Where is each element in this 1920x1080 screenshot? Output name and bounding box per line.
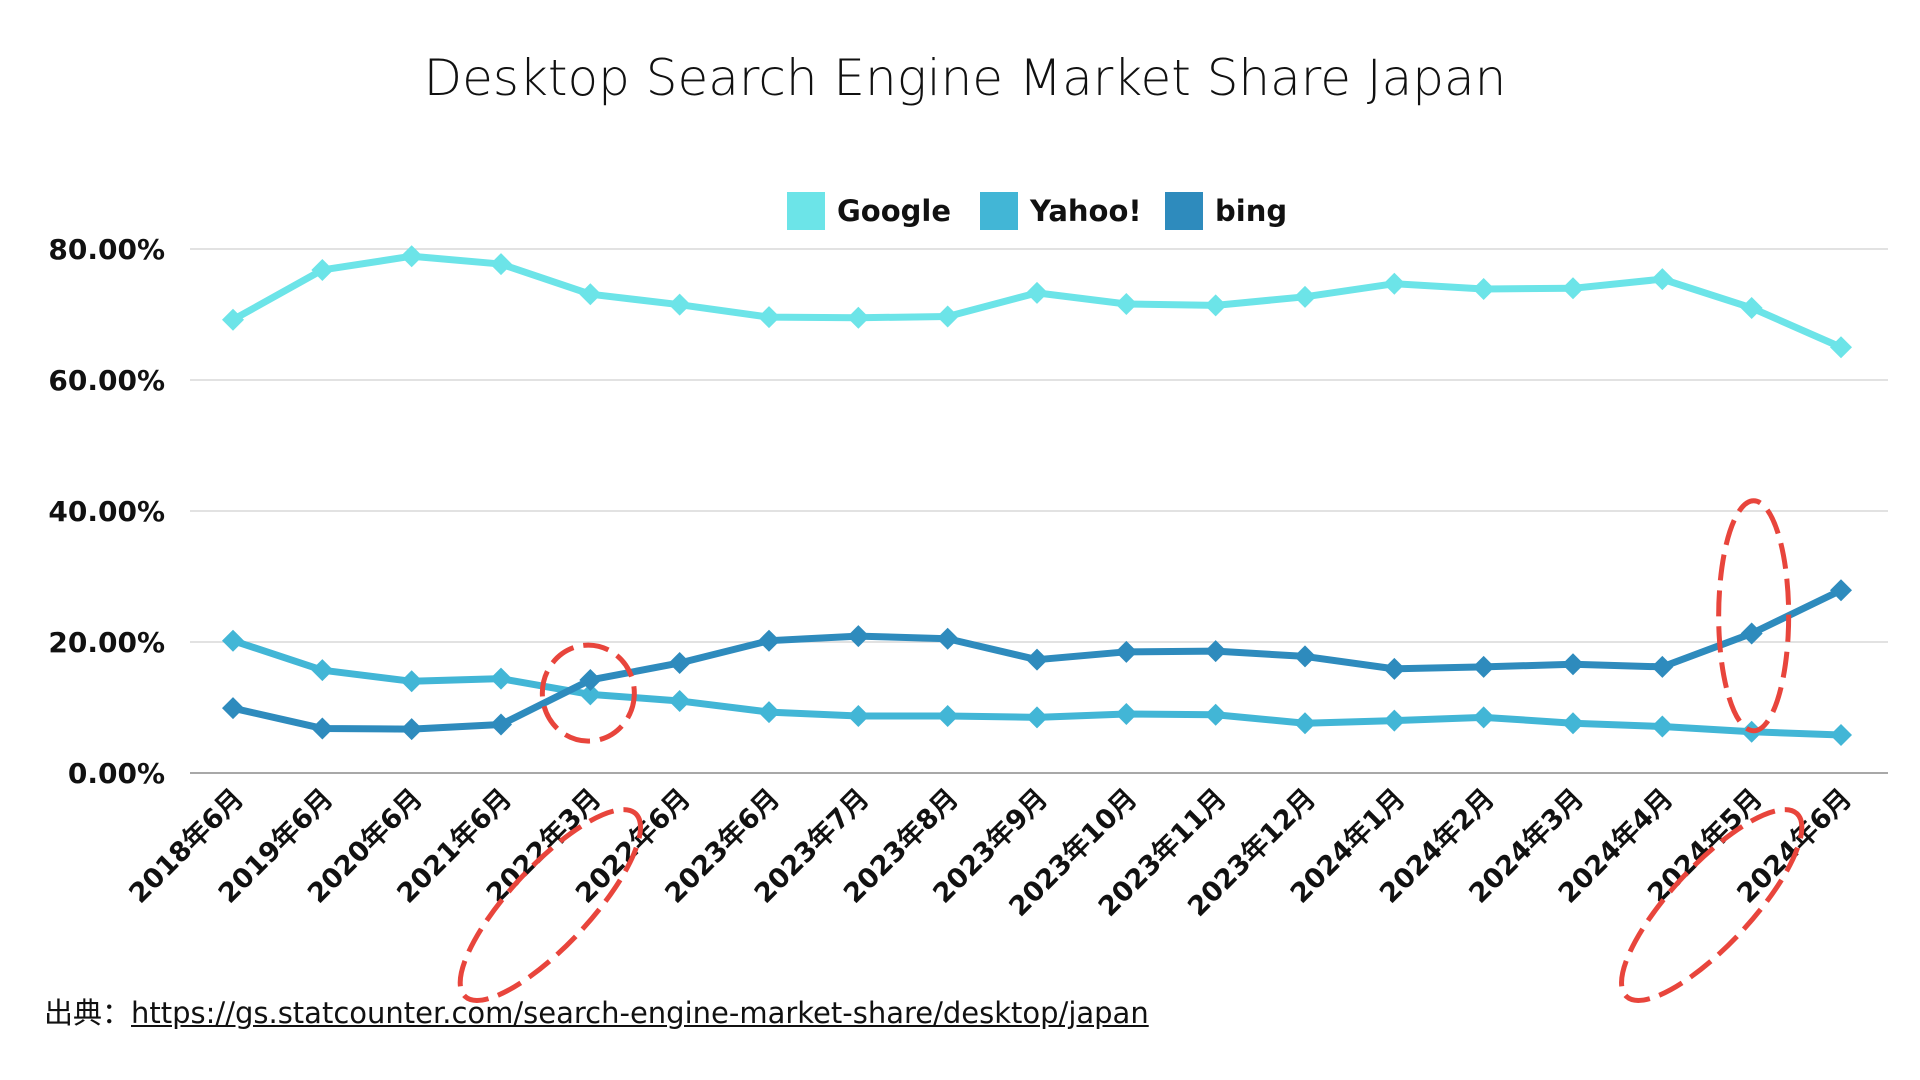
data-point-google	[758, 306, 780, 329]
series-google	[222, 245, 1852, 359]
data-point-yahoo	[1026, 706, 1048, 729]
y-tick-label: 20.00%	[48, 626, 165, 659]
annotation-ellipse-x-label	[457, 807, 643, 1003]
data-point-bing	[490, 713, 512, 736]
y-tick-label: 0.00%	[68, 757, 165, 790]
data-point-google	[1472, 277, 1495, 300]
data-point-google	[579, 283, 602, 306]
data-point-bing	[579, 668, 602, 691]
annotations	[457, 498, 1805, 1003]
data-point-google	[311, 258, 334, 281]
data-point-google	[1830, 336, 1852, 359]
data-point-google	[1204, 294, 1227, 317]
annotation-ellipse-data-point	[1716, 498, 1792, 734]
data-point-bing	[936, 627, 959, 650]
data-point-google	[936, 305, 959, 328]
data-point-bing	[758, 629, 780, 652]
data-point-yahoo	[400, 670, 423, 693]
legend: Google Yahoo! bing	[787, 192, 1287, 230]
data-point-yahoo	[1115, 703, 1138, 726]
x-axis-ticks: 2018年6月2019年6月2020年6月2021年6月2022年3月2022年…	[123, 782, 1858, 923]
data-point-bing	[1651, 655, 1674, 678]
data-point-yahoo	[222, 629, 244, 652]
legend-label-yahoo: Yahoo!	[1029, 194, 1142, 228]
data-point-google	[400, 245, 423, 268]
data-point-google	[1740, 296, 1763, 319]
annotation-ellipse-data-point	[539, 642, 637, 744]
data-point-yahoo	[579, 683, 602, 706]
data-point-google	[1294, 285, 1316, 308]
data-point-google	[1383, 272, 1406, 295]
data-point-google	[1115, 293, 1138, 316]
data-point-yahoo	[1562, 712, 1584, 735]
data-point-bing	[1383, 657, 1406, 680]
data-point-bing	[668, 651, 691, 674]
data-point-yahoo	[1294, 712, 1316, 735]
y-tick-label: 60.00%	[48, 364, 165, 397]
data-point-bing	[311, 717, 334, 740]
series-group	[222, 245, 1852, 747]
legend-swatch-bing	[1165, 192, 1203, 230]
data-point-bing	[1472, 655, 1495, 678]
data-point-bing	[1115, 640, 1138, 663]
data-point-yahoo	[758, 701, 780, 724]
data-point-yahoo	[1472, 706, 1495, 729]
source-link[interactable]: https://gs.statcounter.com/search-engine…	[131, 996, 1149, 1030]
legend-label-bing: bing	[1215, 194, 1287, 228]
data-point-yahoo	[936, 705, 959, 728]
data-point-google	[668, 293, 691, 316]
data-point-bing	[222, 697, 244, 720]
legend-swatch-yahoo	[980, 192, 1018, 230]
data-point-google	[847, 306, 870, 329]
legend-swatch-google	[787, 192, 825, 230]
chart-title: Desktop Search Engine Market Share Japan	[424, 49, 1507, 107]
data-point-google	[1651, 268, 1674, 291]
source-citation: 出典：https://gs.statcounter.com/search-eng…	[44, 990, 1149, 1032]
series-yahoo	[222, 629, 1852, 747]
data-point-yahoo	[490, 667, 512, 690]
data-point-yahoo	[1651, 715, 1674, 738]
annotation-ellipse-x-label	[1619, 807, 1805, 1003]
data-point-bing	[1294, 645, 1316, 668]
data-point-bing	[1026, 648, 1048, 671]
data-point-google	[222, 308, 244, 331]
data-point-bing	[1740, 622, 1763, 645]
data-point-yahoo	[1830, 724, 1852, 747]
data-point-google	[490, 253, 512, 276]
y-tick-label: 80.00%	[48, 233, 165, 266]
data-point-yahoo	[847, 705, 870, 728]
data-point-yahoo	[668, 689, 691, 712]
data-point-bing	[400, 718, 423, 741]
data-point-bing	[847, 625, 870, 648]
gridlines	[190, 248, 1888, 774]
data-point-yahoo	[311, 659, 334, 682]
data-point-bing	[1204, 640, 1227, 663]
data-point-bing	[1562, 653, 1584, 676]
data-point-yahoo	[1383, 709, 1406, 732]
data-point-google	[1026, 281, 1048, 304]
data-point-bing	[1830, 579, 1852, 602]
source-prefix: 出典：	[44, 996, 132, 1030]
y-tick-label: 40.00%	[48, 495, 165, 528]
series-bing	[222, 579, 1852, 741]
data-point-yahoo	[1204, 703, 1227, 726]
data-point-google	[1562, 277, 1584, 300]
y-axis-ticks: 0.00% 20.00% 40.00% 60.00% 80.00%	[48, 233, 165, 790]
legend-label-google: Google	[837, 194, 951, 228]
